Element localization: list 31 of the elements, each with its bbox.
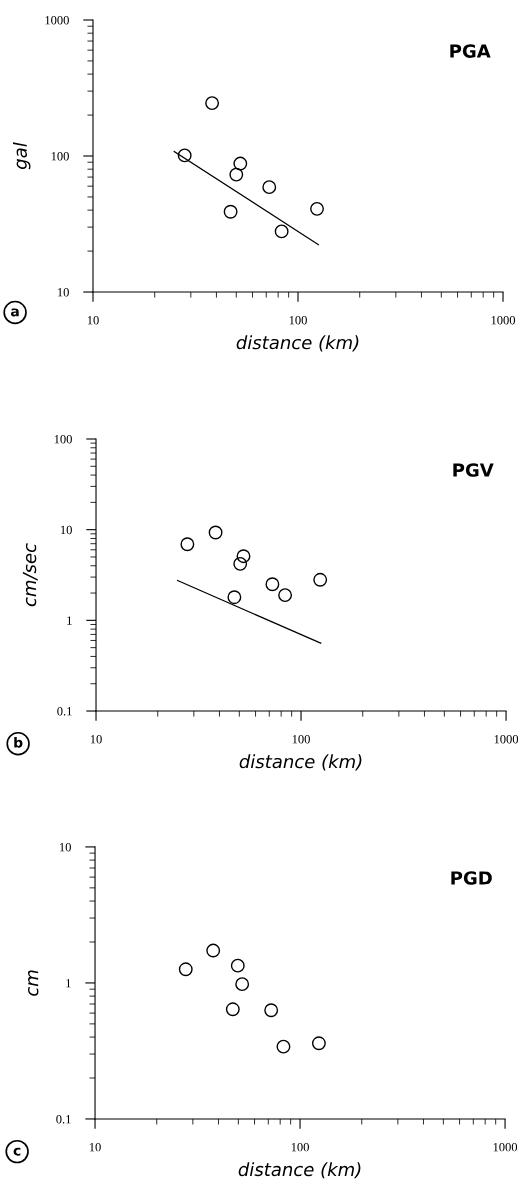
x-tick-label: 1000 — [493, 1142, 518, 1152]
y-axis-title: cm — [28, 970, 39, 996]
y-tick-label: 0.1 — [56, 1114, 71, 1124]
x-tick-label: 10 — [87, 316, 99, 325]
text: b — [14, 736, 23, 748]
y-tick-label: 100 — [54, 435, 72, 444]
text: PGV — [453, 463, 494, 477]
x-tick-label: 10 — [90, 735, 102, 744]
y-tick-label: 10 — [61, 525, 72, 535]
y-tick-label: 100 — [51, 152, 69, 161]
x-tick-label: 10 — [89, 1142, 101, 1152]
y-tick-label: 10 — [57, 288, 69, 297]
x-tick-label: 100 — [292, 735, 310, 744]
x-tick-label: 100 — [291, 1142, 309, 1152]
x-axis-title: distance (km) — [238, 1162, 361, 1179]
y-tick-label: 1 — [66, 979, 71, 988]
text: c — [13, 1147, 21, 1156]
y-axis-title: gal — [13, 142, 31, 170]
text: PGA — [450, 44, 491, 58]
text: PGD — [451, 871, 492, 885]
x-axis-title: distance (km) — [239, 754, 362, 771]
x-axis-title: distance (km) — [236, 335, 359, 352]
y-tick-label: 10 — [60, 842, 71, 852]
y-axis-title: cm/sec — [22, 543, 38, 607]
text: a — [11, 308, 19, 317]
y-tick-label: 1000 — [45, 16, 69, 25]
x-tick-label: 100 — [289, 316, 307, 325]
x-tick-label: 1000 — [494, 735, 519, 744]
y-tick-label: 0.1 — [57, 707, 72, 716]
x-tick-label: 1000 — [491, 316, 516, 325]
y-tick-label: 1 — [67, 616, 72, 625]
